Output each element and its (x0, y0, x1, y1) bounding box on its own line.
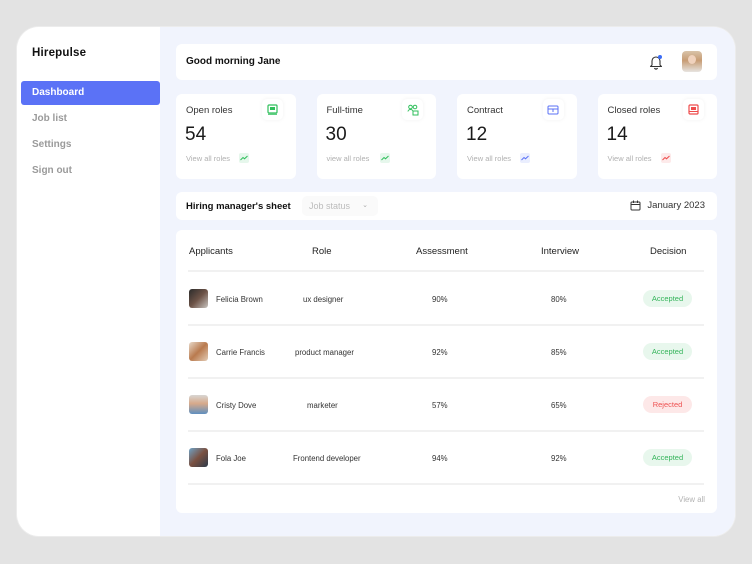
table-header: Applicants Role Assessment Interview Dec… (188, 230, 704, 272)
applicant-role: Frontend developer (293, 454, 361, 463)
interview-score: 92% (551, 454, 567, 463)
brand-logo: Hirepulse (32, 47, 87, 59)
status-badge: Accepted (643, 290, 692, 307)
table-row[interactable]: Fola Joe Frontend developer 94% 92% Acce… (188, 432, 704, 485)
view-all-link[interactable]: View all (678, 495, 705, 504)
sidebar-item-job-list[interactable]: Job list (32, 113, 68, 124)
trend-up-icon (239, 153, 249, 163)
stats-row: Open roles 54 View all roles Full-time 3… (176, 94, 717, 179)
assessment-score: 57% (432, 401, 448, 410)
assessment-score: 90% (432, 295, 448, 304)
trend-up-icon (379, 153, 390, 163)
sidebar-item-dashboard[interactable]: Dashboard (21, 81, 160, 105)
stat-label: Contract (467, 105, 503, 116)
job-status-placeholder: Job status (309, 201, 351, 211)
trend-up-icon (520, 153, 530, 163)
trend-up-icon (660, 153, 671, 163)
status-badge: Rejected (643, 396, 692, 413)
view-all-roles-link[interactable]: view all roles (326, 154, 370, 163)
header-bar: Good morning Jane (176, 44, 717, 80)
stat-card-open-roles[interactable]: Open roles 54 View all roles (176, 94, 296, 179)
applicant-name: Felicia Brown (216, 295, 263, 304)
status-badge: Accepted (643, 449, 692, 466)
notification-dot (658, 55, 662, 59)
column-role: Role (312, 246, 332, 257)
applicant-name: Cristy Dove (216, 401, 257, 410)
date-label: January 2023 (647, 200, 705, 211)
applicant-avatar (189, 342, 208, 361)
id-card-icon (261, 99, 283, 120)
assessment-score: 94% (432, 454, 448, 463)
applicant-name: Carrie Francis (216, 348, 265, 357)
contract-icon (542, 99, 564, 120)
stat-label: Closed roles (607, 105, 661, 116)
status-badge: Accepted (643, 343, 692, 360)
sidebar: Hirepulse Dashboard Job list Settings Si… (17, 27, 160, 536)
view-all-roles-link[interactable]: View all roles (467, 154, 512, 163)
interview-score: 85% (551, 348, 567, 357)
closed-icon (683, 99, 704, 120)
users-icon (402, 99, 423, 120)
table-row[interactable]: Carrie Francis product manager 92% 85% A… (188, 326, 704, 379)
table-row[interactable]: Cristy Dove marketer 57% 65% Rejected (188, 379, 704, 432)
sidebar-item-sign-out[interactable]: Sign out (32, 165, 72, 176)
greeting: Good morning Jane (186, 56, 281, 67)
stat-value: 54 (185, 124, 207, 145)
assessment-score: 92% (432, 348, 448, 357)
sidebar-nav: Dashboard Job list Settings Sign out (21, 81, 160, 185)
applicants-table: Applicants Role Assessment Interview Dec… (176, 230, 717, 513)
app-window: Hirepulse Dashboard Job list Settings Si… (17, 27, 735, 536)
column-interview: Interview (541, 246, 580, 257)
sheet-title: Hiring manager's sheet (186, 201, 291, 212)
sheet-toolbar: Hiring manager's sheet Job status ⌄ Janu… (176, 192, 717, 220)
view-all-roles-link[interactable]: View all roles (607, 154, 652, 163)
main-content: Good morning Jane Open roles 54 View all… (160, 27, 735, 536)
column-decision: Decision (650, 246, 687, 257)
stat-value: 30 (325, 124, 347, 145)
sidebar-item-settings[interactable]: Settings (32, 139, 72, 150)
applicant-role: marketer (307, 401, 338, 410)
stat-value: 12 (466, 124, 488, 145)
stat-value: 14 (606, 124, 628, 145)
stat-card-closed-roles[interactable]: Closed roles 14 View all roles (597, 94, 717, 179)
stat-card-full-time[interactable]: Full-time 30 view all roles (316, 94, 436, 179)
applicant-avatar (189, 448, 208, 467)
applicant-role: product manager (295, 348, 354, 357)
applicant-name: Fola Joe (216, 454, 246, 463)
view-all-roles-link[interactable]: View all roles (186, 154, 231, 163)
interview-score: 80% (551, 295, 567, 304)
user-avatar[interactable] (682, 51, 702, 72)
chevron-down-icon: ⌄ (362, 202, 368, 209)
date-picker[interactable]: January 2023 (630, 200, 705, 211)
applicant-avatar (189, 395, 208, 414)
column-applicants: Applicants (189, 246, 233, 257)
applicant-role: ux designer (303, 295, 344, 304)
column-assessment: Assessment (416, 246, 468, 257)
calendar-icon (630, 200, 641, 211)
job-status-select[interactable]: Job status ⌄ (302, 196, 378, 216)
interview-score: 65% (551, 401, 567, 410)
stat-label: Open roles (186, 105, 233, 116)
bell-icon[interactable] (649, 54, 663, 70)
stat-label: Full-time (326, 105, 363, 116)
table-row[interactable]: Felicia Brown ux designer 90% 80% Accept… (188, 273, 704, 326)
applicant-avatar (189, 289, 208, 308)
stat-card-contract[interactable]: Contract 12 View all roles (457, 94, 577, 179)
